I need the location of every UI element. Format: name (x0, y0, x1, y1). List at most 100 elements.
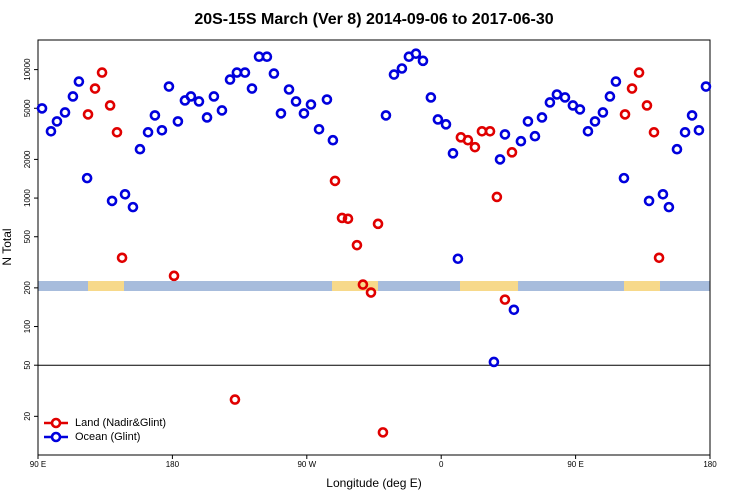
chart-title: 20S-15S March (Ver 8) 2014-09-06 to 2017… (194, 11, 553, 28)
point (447, 148, 459, 159)
x-tick-label: 180 (703, 460, 717, 469)
point (536, 112, 548, 123)
point (522, 116, 534, 127)
point (693, 124, 705, 136)
point (96, 67, 108, 78)
point (499, 129, 511, 140)
point (432, 114, 444, 125)
point (488, 356, 500, 368)
legend-marker (50, 431, 62, 443)
point (305, 99, 317, 110)
point (59, 107, 71, 118)
point (275, 108, 287, 119)
point (156, 124, 168, 136)
point (440, 119, 452, 130)
point (116, 252, 128, 264)
point (377, 427, 389, 438)
plot-frame (37, 39, 711, 456)
point (641, 100, 653, 111)
point (700, 81, 712, 92)
point (216, 105, 228, 116)
y-tick-label: 20 (23, 411, 32, 420)
point (81, 172, 93, 184)
legend-label: Land (Nadir&Glint) (75, 417, 166, 429)
x-tick-label: 90 E (567, 460, 583, 469)
y-tick-label: 100 (23, 319, 32, 333)
point (111, 127, 123, 138)
point (119, 188, 131, 200)
point (127, 201, 139, 213)
point (653, 252, 665, 264)
point (648, 127, 660, 138)
point (425, 92, 437, 103)
x-axis-label: Longitude (deg E) (326, 476, 421, 490)
point (582, 125, 594, 137)
point (321, 94, 333, 105)
point (149, 110, 161, 121)
point (604, 91, 616, 102)
land-band (460, 281, 518, 291)
y-tick-label: 50 (23, 360, 32, 369)
point (686, 110, 698, 121)
point (589, 116, 601, 127)
point (544, 97, 556, 108)
point (484, 125, 496, 137)
point (380, 110, 392, 121)
point (106, 195, 118, 207)
point (261, 51, 273, 63)
x-tick-label: 90 W (297, 460, 316, 469)
point (290, 96, 302, 107)
point (208, 91, 220, 102)
point (163, 81, 175, 92)
mask-band (38, 281, 710, 291)
point (327, 134, 339, 146)
point (172, 116, 184, 127)
legend-label: Ocean (Glint) (75, 431, 140, 443)
point (298, 108, 310, 119)
point (45, 125, 57, 137)
point (89, 83, 101, 94)
point (396, 63, 408, 74)
point (574, 104, 586, 115)
point (372, 218, 384, 230)
point (559, 92, 571, 103)
point (508, 304, 520, 316)
y-tick-label: 10000 (23, 58, 32, 81)
point (67, 91, 79, 102)
point (491, 191, 503, 203)
land-band (332, 281, 378, 291)
point (104, 100, 116, 111)
point (365, 287, 377, 298)
point (633, 67, 645, 78)
point (268, 68, 280, 79)
y-tick-label: 1000 (23, 189, 32, 207)
land-band (624, 281, 660, 291)
point (246, 83, 258, 94)
point (515, 135, 527, 147)
point (597, 107, 609, 118)
point (388, 69, 400, 80)
point (36, 103, 48, 114)
point (610, 76, 622, 87)
point (168, 270, 180, 282)
point (193, 96, 205, 107)
point (224, 74, 236, 85)
y-tick-label: 500 (23, 230, 32, 244)
legend-marker (50, 417, 62, 429)
point (82, 109, 94, 120)
point (239, 67, 251, 78)
point (410, 48, 422, 59)
x-tick-label: 180 (166, 460, 180, 469)
point (201, 112, 213, 123)
point (499, 294, 511, 305)
y-tick-label: 2000 (23, 150, 32, 168)
point (351, 239, 363, 251)
point (417, 55, 429, 67)
point (342, 213, 354, 225)
point (452, 253, 464, 265)
point (643, 195, 655, 207)
point (663, 201, 675, 213)
y-tick-label: 200 (23, 281, 32, 295)
